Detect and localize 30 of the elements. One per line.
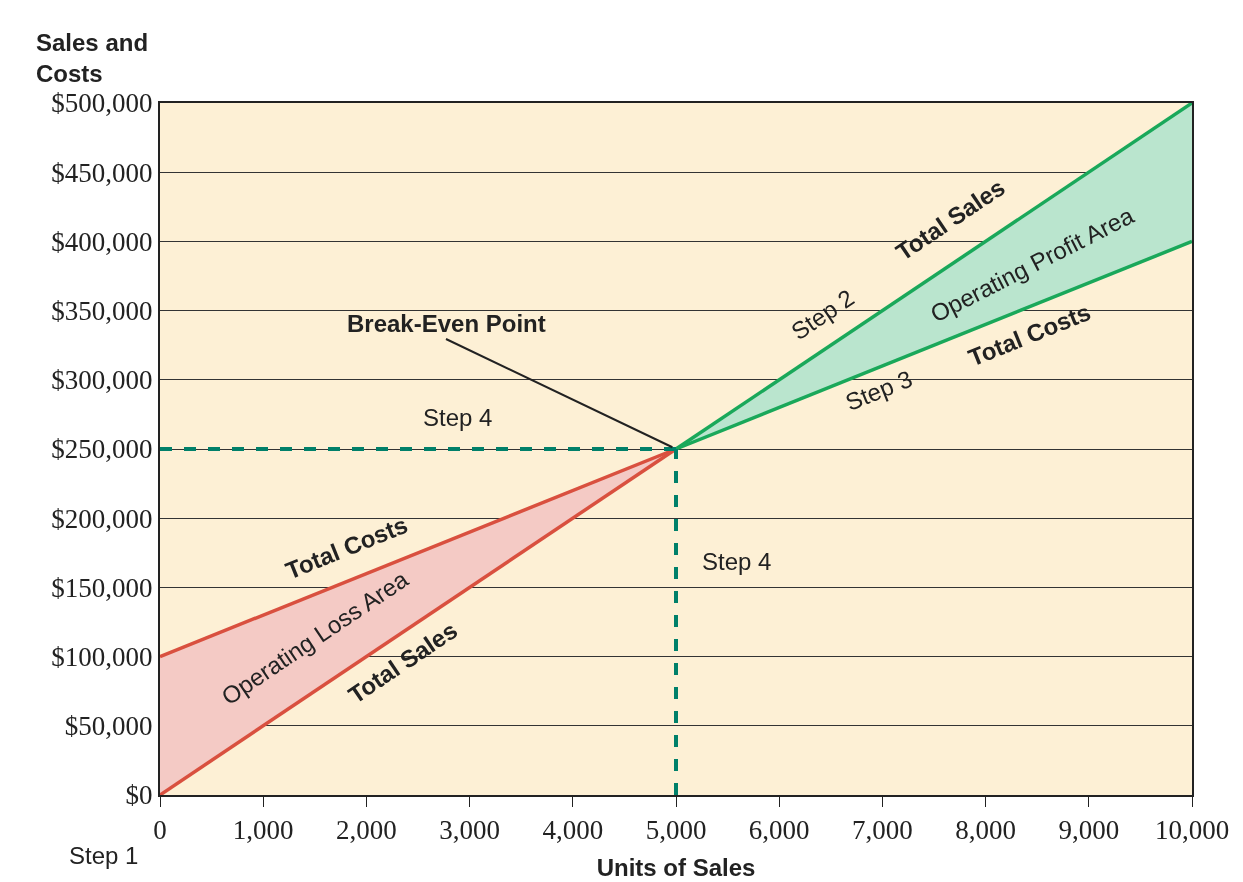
text: Step 1 bbox=[69, 842, 139, 869]
annotation: Step 4 bbox=[423, 404, 493, 431]
annotation: Step 4 bbox=[702, 548, 772, 575]
y-tick-label: $350,000 bbox=[51, 296, 153, 327]
x-tick-label: 0 bbox=[153, 815, 167, 846]
x-tick-label: 3,000 bbox=[439, 815, 500, 846]
x-tick-label: 2,000 bbox=[336, 815, 397, 846]
y-tick-label: $100,000 bbox=[51, 642, 153, 673]
y-tick-label: $0 bbox=[125, 780, 153, 811]
y-tick-label: $250,000 bbox=[51, 434, 153, 465]
y-tick-label: $400,000 bbox=[51, 226, 153, 257]
x-tick-label: 6,000 bbox=[748, 815, 810, 846]
y-tick-label: $500,000 bbox=[51, 88, 153, 119]
x-tick-label: 4,000 bbox=[542, 815, 604, 846]
annotation: Break-Even Point bbox=[347, 310, 546, 337]
x-tick-label: 7,000 bbox=[852, 815, 913, 846]
y-tick-label: $450,000 bbox=[51, 157, 153, 188]
annotation: Step 3 bbox=[841, 364, 917, 416]
annotation: Step 2 bbox=[786, 283, 859, 346]
x-axis-title: Units of Sales bbox=[596, 854, 756, 882]
y-axis-title: Sales and Costs bbox=[36, 29, 149, 88]
y-tick-label: $50,000 bbox=[64, 711, 153, 742]
y-tick-label: $150,000 bbox=[51, 572, 153, 603]
x-tick-label: 1,000 bbox=[232, 815, 294, 846]
x-tick-label: 5,000 bbox=[645, 815, 707, 846]
x-tick-label: 10,000 bbox=[1154, 815, 1230, 846]
y-tick-label: $300,000 bbox=[51, 365, 153, 396]
x-tick-label: 8,000 bbox=[955, 815, 1016, 846]
x-tick-label: 9,000 bbox=[1058, 815, 1120, 846]
y-tick-label: $200,000 bbox=[51, 503, 153, 534]
